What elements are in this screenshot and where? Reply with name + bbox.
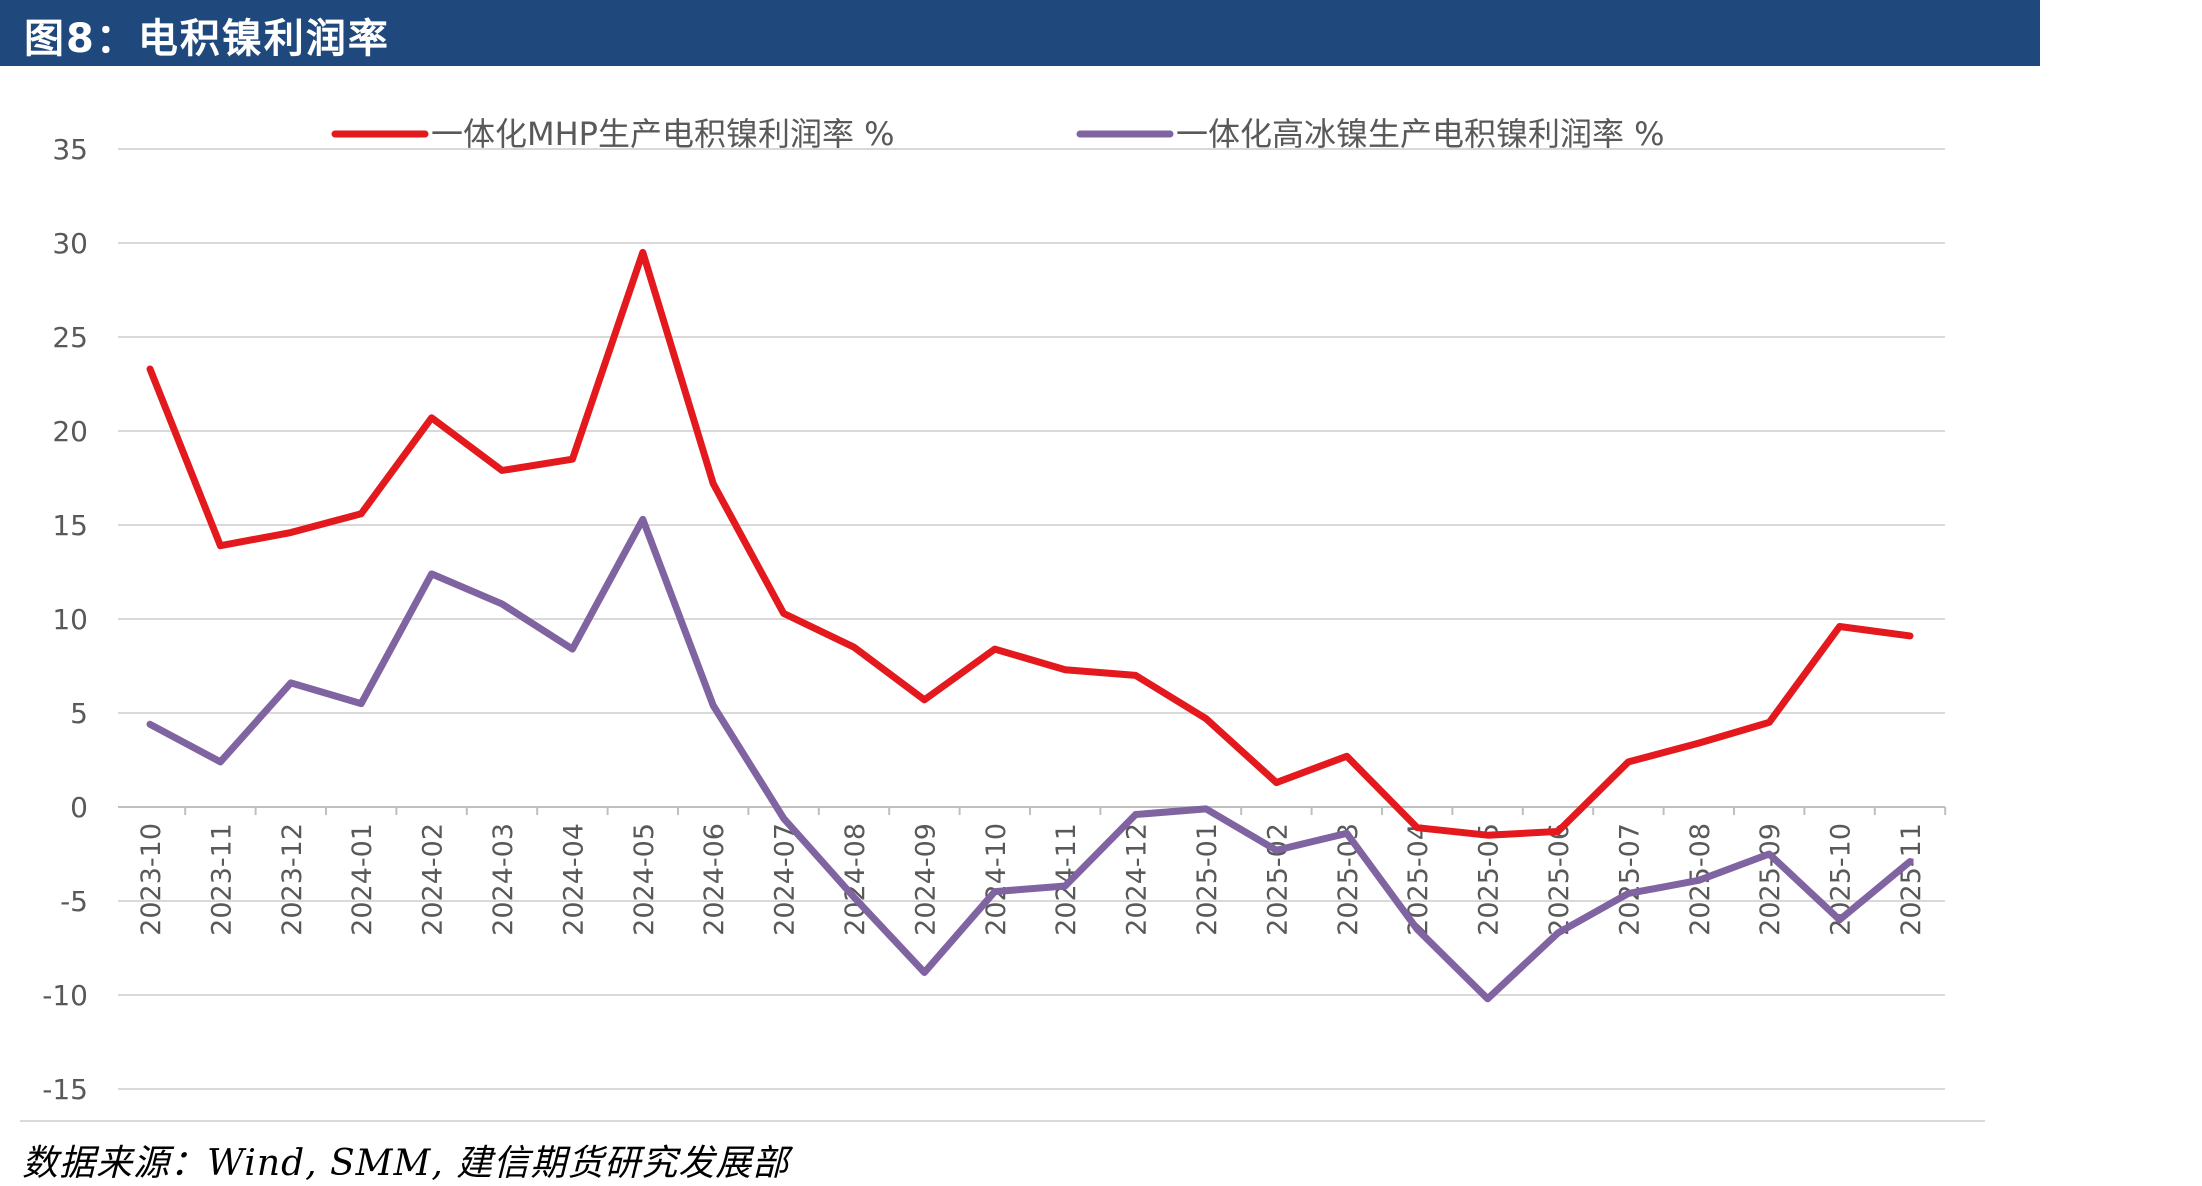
data-point (218, 759, 223, 764)
data-point (1837, 624, 1842, 629)
grid-lines (118, 148, 1945, 1090)
data-point (359, 511, 364, 516)
header-bar: 图8：电积镍利润率 (0, 0, 2040, 66)
x-tick-label: 2025-01 (1192, 823, 1223, 936)
data-point (148, 366, 152, 371)
series-line-2 (146, 515, 1914, 1003)
x-tick-label: 2025-07 (1614, 823, 1645, 936)
x-tick-label: 2025-03 (1333, 823, 1364, 936)
data-point (1556, 829, 1560, 834)
y-axis-ticks: -15 -10 -5 0 5 10 15 20 25 30 35 (42, 133, 88, 1106)
data-point (1485, 996, 1490, 1001)
data-point (1908, 859, 1912, 864)
y-tick-label: 15 (52, 509, 88, 542)
data-point (500, 601, 504, 606)
data-point (1344, 831, 1349, 836)
x-tick-label: 2024-11 (1051, 823, 1082, 936)
data-point (1556, 930, 1560, 935)
data-point (852, 895, 856, 900)
data-point (1344, 754, 1349, 759)
y-tick-label: -5 (60, 885, 88, 918)
x-tick-label: 2024-06 (699, 823, 730, 936)
x-tick-label: 2024-09 (910, 823, 941, 936)
legend: 一体化MHP生产电积镍利润率 % 一体化高冰镍生产电积镍利润率 % (331, 115, 1665, 153)
y-tick-label: 10 (52, 603, 88, 636)
data-point (429, 571, 434, 576)
data-point (1415, 927, 1420, 932)
data-point (1204, 716, 1208, 721)
data-point (218, 543, 223, 548)
x-tick-label: 2025-09 (1755, 823, 1786, 936)
data-point (429, 415, 434, 420)
page-title: 图8：电积镍利润率 (24, 16, 390, 62)
data-point (1485, 833, 1490, 838)
data-point (1415, 825, 1420, 830)
x-tick-label: 2025-06 (1544, 823, 1575, 936)
y-tick-label: 20 (52, 415, 88, 448)
data-point (1274, 780, 1279, 785)
x-tick-label: 2024-03 (488, 823, 519, 936)
data-point (500, 468, 504, 473)
legend-label-2: 一体化高冰镍生产电积镍利润率 % (1176, 115, 1665, 153)
data-point (359, 701, 364, 706)
data-point (711, 481, 716, 486)
data-point (1133, 812, 1138, 817)
x-tick-label: 2024-12 (1122, 823, 1153, 936)
data-point (1767, 852, 1772, 856)
data-point (781, 611, 786, 616)
x-tick-label: 2023-10 (136, 823, 167, 936)
data-point (1133, 673, 1138, 678)
series-lines (146, 248, 1914, 1003)
legend-label-1: 一体化MHP生产电积镍利润率 % (431, 115, 895, 153)
x-tick-label: 2024-07 (770, 823, 801, 936)
data-point (1204, 806, 1208, 811)
x-tick-label: 2025-11 (1896, 823, 1927, 936)
y-tick-label: -10 (42, 979, 88, 1012)
data-point (1063, 667, 1068, 672)
data-point (781, 816, 786, 821)
data-point (1837, 917, 1842, 922)
data-point (640, 517, 645, 522)
data-point (1274, 848, 1279, 853)
x-tick-label: 2024-05 (629, 823, 660, 936)
x-tick-label: 2024-02 (418, 823, 449, 936)
data-point (288, 530, 293, 535)
data-point (570, 457, 575, 462)
x-tick-label: 2023-11 (206, 823, 237, 936)
x-tick-label: 2025-05 (1474, 823, 1505, 936)
data-point (148, 722, 152, 727)
y-tick-label: 5 (70, 697, 88, 730)
data-point (922, 697, 927, 702)
data-point (1626, 759, 1631, 764)
x-tick-label: 2024-08 (840, 823, 871, 936)
x-tick-label: 2024-01 (347, 823, 378, 936)
data-point (1696, 741, 1701, 746)
y-tick-label: -15 (42, 1073, 88, 1106)
x-tick-label: 2025-02 (1262, 823, 1293, 936)
data-point (288, 680, 293, 685)
data-point (922, 970, 927, 975)
data-point (711, 703, 716, 708)
x-tick-label: 2023-12 (277, 823, 308, 936)
data-point (1767, 720, 1772, 725)
data-point (1063, 883, 1068, 888)
series-line-1 (146, 248, 1914, 839)
data-point (992, 647, 997, 652)
x-axis: 2023-10 2023-11 2023-12 2024-01 2024-02 2024-… (20, 806, 1985, 1122)
x-tick-label: 2024-10 (981, 823, 1012, 936)
data-point (852, 645, 856, 650)
y-tick-label: 35 (52, 133, 88, 166)
y-tick-label: 25 (52, 321, 88, 354)
x-tick-label: 2024-04 (558, 823, 589, 936)
data-point (1626, 891, 1631, 896)
y-tick-label: 0 (70, 791, 88, 824)
data-point (570, 647, 575, 652)
data-point (1696, 878, 1701, 883)
data-point (1908, 633, 1912, 638)
source-note: 数据来源：Wind, SMM, 建信期货研究发展部 (22, 1143, 790, 1184)
data-point (992, 889, 997, 894)
y-tick-label: 30 (52, 227, 88, 260)
data-point (640, 250, 645, 255)
